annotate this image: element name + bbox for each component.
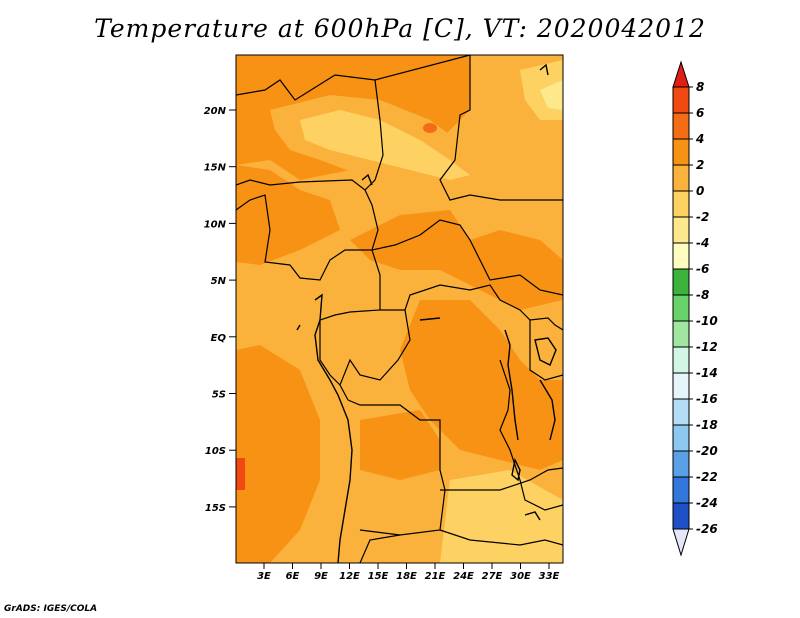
colorbar-swatch (672, 138, 690, 166)
map-frame (235, 54, 564, 564)
colorbar-label: -24 (696, 496, 718, 510)
lat-tick-label: 15S (205, 503, 226, 514)
colorbar-swatch (672, 164, 690, 192)
colorbar-swatch (672, 372, 690, 400)
lat-tick-label: 10N (204, 219, 227, 230)
colorbar-label: -6 (696, 262, 709, 276)
colorbar-swatch (672, 268, 690, 296)
colorbar-swatch (672, 112, 690, 140)
contour-region-minus2to0-north (300, 110, 470, 180)
colorbar-swatch (672, 294, 690, 322)
colorbar-swatch (672, 86, 690, 114)
colorbar-swatch (672, 476, 690, 504)
colorbar-label: 4 (695, 132, 704, 146)
colorbar-label: -26 (696, 522, 718, 536)
temperature-field (236, 55, 563, 563)
colorbar-label: -22 (696, 470, 718, 484)
lon-tick-label: 3E (257, 571, 271, 582)
colorbar-swatch (672, 190, 690, 218)
colorbar-swatch (672, 424, 690, 452)
lon-tick-label: 18E (396, 571, 417, 582)
contour-region-2to4-west (236, 165, 340, 265)
colorbar-label: -2 (696, 210, 709, 224)
latitude-axis: 20N 15N 10N 5N EQ 5S 10S 15S (204, 106, 236, 514)
colorbar-bottom-triangle (672, 528, 690, 557)
colorbar-swatch (672, 216, 690, 244)
lon-tick-label: 27E (482, 571, 503, 582)
colorbar-label: -8 (696, 288, 709, 302)
colorbar: 8 6 4 2 0 -2 -4 -6 -8 -10 -12 -14 -16 -18 -20 -22 -24 -26 (672, 60, 718, 557)
coastlines (296, 63, 557, 563)
lon-tick-label: 24E (453, 571, 474, 582)
footer-credit: GrADS: IGES/COLA (4, 604, 98, 614)
colorbar-top-triangle (672, 60, 690, 88)
colorbar-swatch (672, 320, 690, 348)
lat-tick-label: 5N (211, 276, 227, 287)
lon-tick-label: 12E (339, 571, 360, 582)
colorbar-label: -20 (696, 444, 718, 458)
colorbar-label: -18 (696, 418, 718, 432)
lon-tick-label: 21E (425, 571, 446, 582)
contour-region-2to4-center (350, 210, 563, 310)
colorbar-label: 0 (696, 184, 704, 198)
lon-tick-label: 33E (539, 571, 560, 582)
contour-region-0to2-south (330, 480, 440, 563)
contour-region-2to4-south (360, 410, 440, 480)
colorbar-swatch (672, 346, 690, 374)
lon-tick-label: 6E (286, 571, 300, 582)
contour-region-2to4-southwest (236, 345, 320, 563)
colorbar-label: 6 (696, 106, 704, 120)
lat-tick-label: 20N (204, 106, 227, 117)
lat-tick-label: 5S (212, 390, 226, 401)
colorbar-label: -14 (696, 366, 718, 380)
lat-tick-label: 15N (204, 163, 227, 174)
colorbar-label: -10 (696, 314, 718, 328)
colorbar-swatch (672, 398, 690, 426)
lon-tick-label: 30E (510, 571, 531, 582)
lat-tick-label: 10S (205, 446, 226, 457)
colorbar-swatch (672, 502, 690, 530)
colorbar-swatch (672, 242, 690, 270)
lon-tick-label: 15E (368, 571, 389, 582)
country-borders (236, 55, 563, 563)
colorbar-label: -12 (696, 340, 718, 354)
lat-tick-label: EQ (211, 333, 227, 344)
longitude-axis: 3E 6E 9E 12E 15E 18E 21E 24E 27E 30E 33E (257, 563, 560, 582)
map-title: Temperature at 600hPa [C], VT: 202004201… (94, 14, 706, 43)
colorbar-label: 8 (696, 80, 704, 94)
lon-tick-label: 9E (314, 571, 328, 582)
colorbar-label: -4 (696, 236, 709, 250)
colorbar-swatch (672, 450, 690, 478)
colorbar-label: -16 (696, 392, 718, 406)
hotspot-west-edge (236, 458, 245, 490)
hotspot-north (423, 123, 437, 133)
contour-region-2to4-east-center (400, 300, 563, 470)
contour-region-minus4toMinus2-northeast (540, 80, 563, 110)
colorbar-label: 2 (696, 158, 704, 172)
